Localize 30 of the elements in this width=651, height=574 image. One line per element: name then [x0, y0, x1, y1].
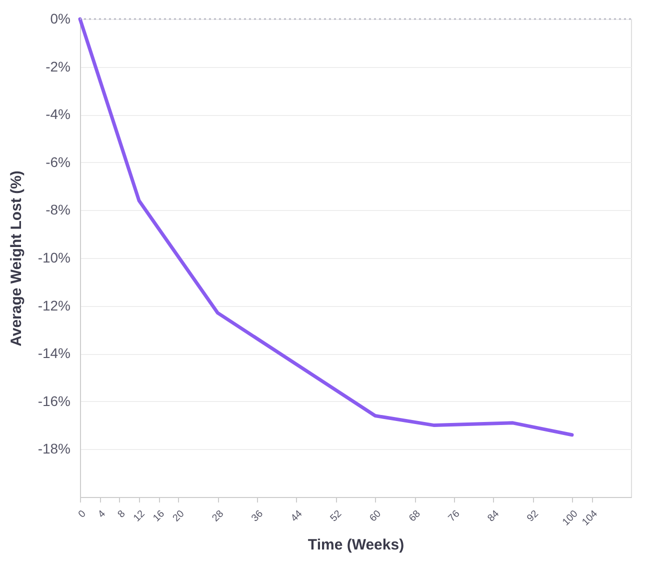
- y-tick-label: -16%: [38, 392, 70, 409]
- y-tick-label: -8%: [46, 202, 70, 218]
- y-tick-label: -2%: [46, 58, 70, 74]
- y-tick-label: 0%: [50, 10, 70, 26]
- x-tick-label: 104: [580, 508, 600, 528]
- x-tick-label: 16: [151, 508, 168, 524]
- line-series: [78, 17, 574, 437]
- y-tick-label: -18%: [38, 440, 70, 457]
- y-tick-label: -6%: [46, 154, 70, 170]
- x-axis-title: Time (Weeks): [308, 536, 404, 554]
- x-tick-label: 76: [446, 508, 462, 524]
- x-tick-label: 60: [368, 508, 384, 524]
- y-tick-label: -4%: [46, 106, 70, 122]
- x-tick-label: 20: [171, 508, 187, 524]
- x-tick-label: 52: [328, 508, 344, 524]
- x-tick-label: 100: [560, 508, 581, 528]
- x-tick-label: 84: [486, 508, 502, 524]
- x-tick-label: 68: [407, 508, 424, 524]
- x-tick-label: 92: [525, 508, 542, 524]
- y-tick-label: -14%: [38, 345, 70, 362]
- y-tick-label: -10%: [38, 250, 70, 266]
- x-tick-label: 12: [132, 508, 148, 524]
- y-axis-title: Average Weight Lost (%): [8, 170, 25, 346]
- x-tick-label: 0: [76, 508, 89, 520]
- x-tick-label: 44: [289, 508, 306, 524]
- x-tick-label: 28: [210, 508, 226, 524]
- y-tick-label: -12%: [38, 297, 70, 314]
- x-tick-label: 8: [116, 508, 128, 520]
- x-tick-label: 36: [250, 508, 266, 524]
- x-tick-label: 4: [96, 508, 108, 520]
